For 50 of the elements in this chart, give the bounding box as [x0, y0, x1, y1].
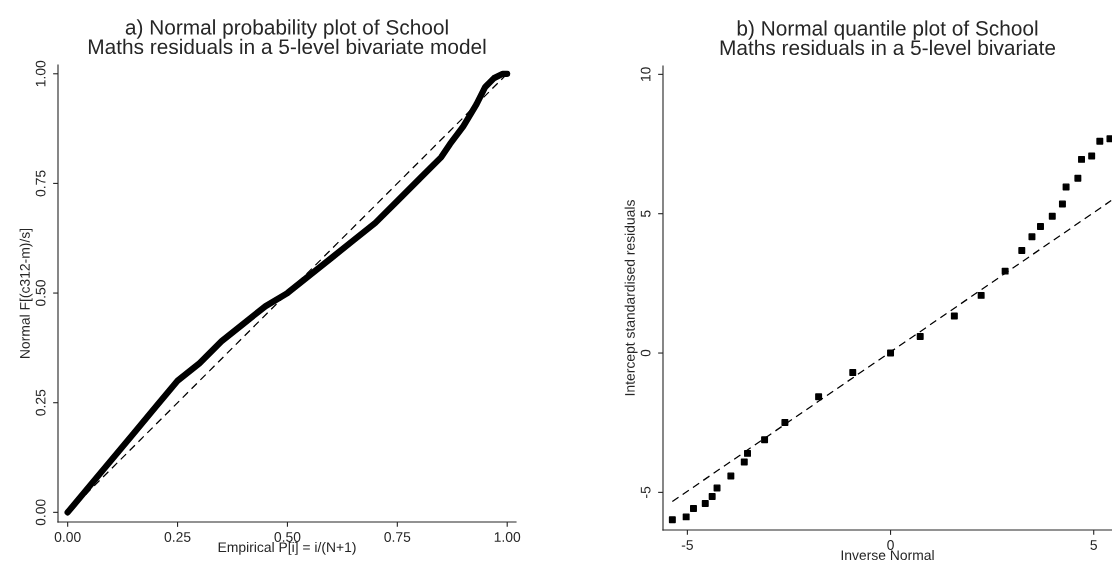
point [708, 493, 716, 501]
point [713, 484, 721, 492]
point [1028, 233, 1036, 241]
x-tick-label: 0.00 [54, 532, 81, 542]
y-tick-label: 0.75 [35, 170, 46, 197]
x-tick-label: 0.75 [384, 532, 411, 542]
point [668, 516, 676, 524]
y-tick-label: 1.00 [35, 60, 46, 87]
point [781, 418, 789, 426]
y-axis-title: Normal F[(c312-m)/s] [19, 228, 33, 358]
point [701, 500, 709, 507]
x-tick-label: 5 [1090, 540, 1097, 550]
y-tick-label: 0.25 [35, 389, 46, 416]
point [1018, 247, 1026, 254]
point [1037, 223, 1044, 230]
point [1106, 135, 1112, 143]
y-tick-label: 10 [640, 67, 651, 82]
y-tick-label: 0 [640, 349, 651, 357]
point [744, 449, 751, 457]
point [977, 291, 985, 299]
point [1074, 174, 1082, 182]
point [849, 369, 857, 377]
point [727, 472, 735, 480]
chart-title: b) Normal quantile plot of School Maths residuals in a 5-level bivariate [720, 20, 1056, 56]
point [690, 505, 697, 513]
point [1001, 267, 1009, 275]
point [740, 458, 748, 466]
y-axis-title: Intercept standardised residuals [624, 200, 638, 396]
x-tick-label: 1.00 [494, 532, 521, 542]
point [1062, 183, 1070, 191]
y-tick-label: -5 [640, 486, 651, 498]
point [1078, 155, 1085, 163]
point [761, 436, 769, 444]
y-tick-label: 5 [640, 210, 651, 218]
point [1088, 152, 1096, 160]
point [815, 393, 823, 401]
point [682, 513, 690, 521]
point [1058, 200, 1066, 208]
point [916, 333, 924, 341]
x-tick-label: 0.25 [164, 532, 191, 542]
point [1048, 212, 1056, 220]
x-axis-title: Empirical P[i] = i/(N+1) [218, 541, 356, 555]
x-tick-label: 0 [887, 540, 894, 550]
point [1096, 137, 1104, 145]
chart-title: a) Normal probability plot of School Maths residuals in a 5-level bivariate model [88, 19, 486, 55]
x-tick-label: 0.50 [274, 532, 301, 542]
x-axis-title: Inverse Normal [841, 549, 934, 561]
x-tick-label: -5 [681, 540, 693, 550]
y-tick-label: 0.50 [35, 280, 46, 307]
point [950, 312, 958, 320]
